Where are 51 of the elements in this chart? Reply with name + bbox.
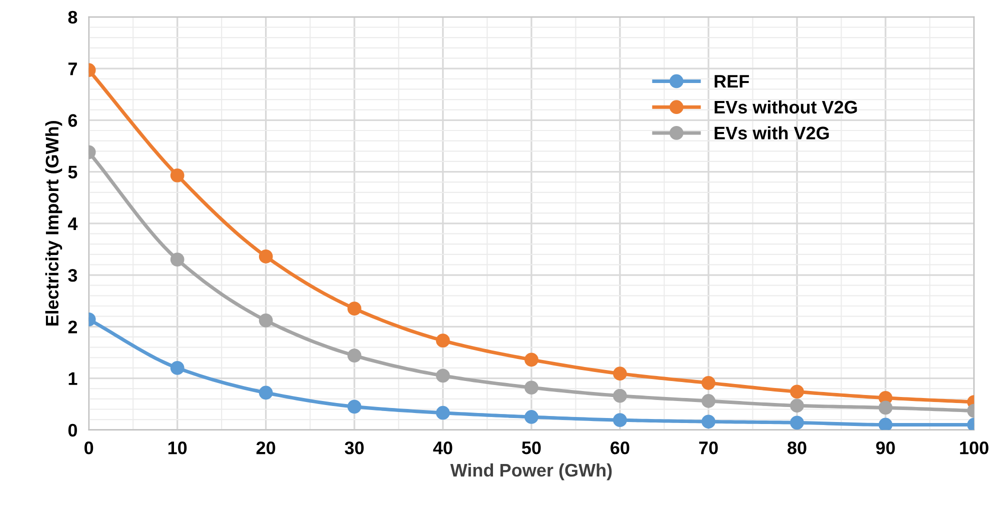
y-tick-label: 6 — [68, 114, 78, 127]
x-tick-label: 30 — [344, 441, 364, 454]
y-tick-label: 4 — [68, 218, 78, 230]
x-tick-label: 80 — [788, 441, 806, 454]
point — [347, 302, 362, 316]
y-tick-label: 3 — [68, 268, 78, 282]
y-tick-label: 0 — [68, 424, 77, 437]
point — [436, 406, 450, 420]
point — [258, 250, 273, 264]
point — [436, 334, 450, 348]
x-tick-label: 100 — [960, 441, 988, 454]
point — [790, 416, 804, 430]
y-tick-label: 2 — [68, 320, 77, 334]
point — [170, 168, 184, 182]
point — [613, 413, 627, 428]
point — [258, 314, 273, 328]
point — [170, 252, 184, 266]
y-tick-label: 1 — [68, 372, 78, 385]
point — [702, 394, 716, 408]
point — [347, 348, 362, 363]
point — [702, 376, 716, 390]
x-tick-label: 60 — [610, 441, 630, 454]
point — [878, 418, 892, 430]
point — [258, 386, 273, 400]
y-tick-label: 7 — [68, 62, 77, 76]
point — [613, 388, 627, 403]
x-tick-label: 90 — [876, 441, 895, 454]
x-tick-label: 70 — [699, 441, 718, 454]
point — [347, 400, 362, 414]
x-tick-label: 0 — [84, 441, 94, 454]
legend-label: EVs without V2G — [714, 100, 857, 114]
point — [524, 410, 538, 424]
point — [436, 368, 450, 383]
x-tick-label: 20 — [256, 441, 276, 454]
y-axis-title: Electricity Import (GWh) — [45, 120, 62, 326]
point — [524, 352, 538, 367]
y-tick-label: 5 — [68, 166, 78, 179]
point — [790, 398, 804, 413]
x-axis-title: Wind Power (GWh) — [450, 463, 612, 480]
point — [524, 380, 538, 395]
point — [702, 414, 716, 429]
x-tick-label: 50 — [522, 441, 541, 454]
point — [170, 361, 184, 375]
x-tick-label: 40 — [433, 441, 452, 454]
x-tick-label: 10 — [168, 441, 187, 454]
point — [878, 400, 892, 415]
point — [790, 384, 804, 399]
point — [613, 366, 627, 381]
legend-label: REF — [714, 75, 749, 88]
legend-label: EVs with V2G — [714, 126, 829, 140]
y-tick-label: 8 — [68, 10, 78, 24]
